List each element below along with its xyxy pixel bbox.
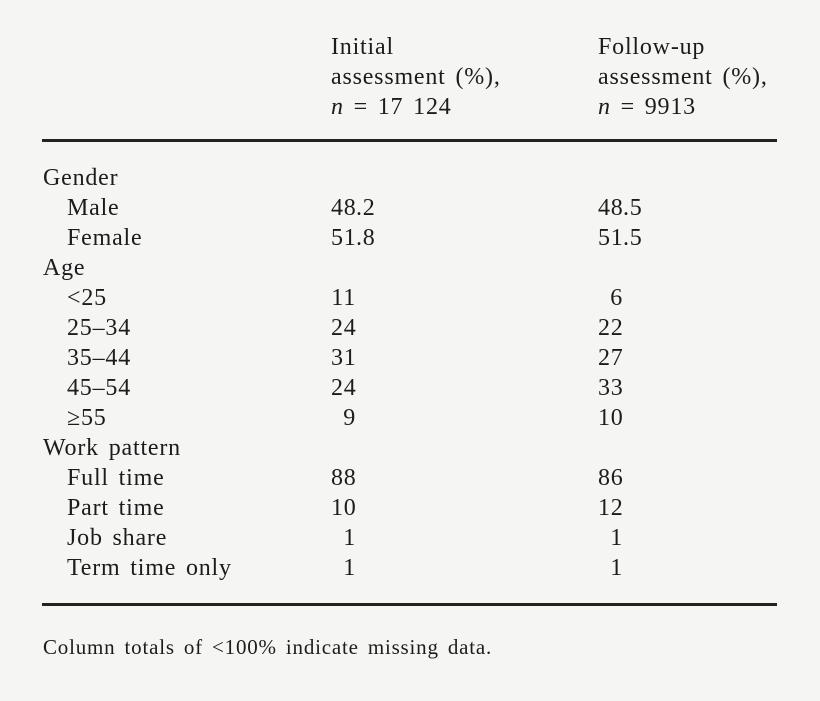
followup-value: 22: [598, 315, 624, 341]
row-label: 25–34: [67, 315, 131, 341]
section-label: Gender: [43, 165, 119, 191]
table-row: <25 11 6: [42, 283, 777, 313]
column-header-line: Follow-up: [598, 34, 706, 60]
table-row-section-work-pattern: Work pattern: [42, 433, 777, 463]
followup-value: 10: [598, 405, 624, 431]
initial-value: 1: [343, 525, 356, 551]
row-label: ≥55: [67, 405, 107, 431]
top-rule: [42, 139, 777, 142]
followup-value: 1: [610, 525, 623, 551]
row-label: Job share: [67, 525, 168, 551]
table-row: Female 51.8 51.5: [42, 223, 777, 253]
initial-value: 9: [343, 405, 356, 431]
followup-value: [598, 253, 777, 283]
followup-value: 6: [610, 285, 623, 311]
initial-value: 51.8: [331, 225, 376, 251]
row-label: <25: [67, 285, 107, 311]
n-symbol: n: [598, 94, 611, 120]
row-label: Full time: [67, 465, 165, 491]
table-row: Male 48.2 48.5: [42, 193, 777, 223]
initial-value: 88: [331, 465, 357, 491]
table-row-section-age: Age: [42, 253, 777, 283]
followup-value: 48.5: [598, 195, 643, 221]
table-row: Job share 1 1: [42, 523, 777, 553]
column-header-line: Initial: [331, 34, 394, 60]
followup-value: 27: [598, 345, 624, 371]
followup-value: 86: [598, 465, 624, 491]
followup-value: 12: [598, 495, 624, 521]
initial-value: 24: [331, 375, 357, 401]
row-label: Term time only: [67, 555, 232, 581]
table-row-section-gender: Gender: [42, 163, 777, 193]
initial-value: 24: [331, 315, 357, 341]
column-header-line: assessment (%),: [598, 64, 768, 90]
initial-value: 1: [343, 555, 356, 581]
column-header-n: n = 9913: [598, 92, 777, 122]
followup-value: 51.5: [598, 225, 643, 251]
column-header-line: assessment (%),: [331, 64, 501, 90]
table-row: 45–54 24 33: [42, 373, 777, 403]
stats-table: Initial assessment (%), n = 17 124 Follo…: [42, 0, 777, 660]
bottom-rule: [42, 603, 777, 606]
n-value: = 9913: [610, 94, 696, 120]
n-symbol: n: [331, 94, 344, 120]
column-header-followup: Follow-up assessment (%), n = 9913: [598, 32, 777, 122]
initial-value: [331, 163, 598, 193]
initial-value: [331, 253, 598, 283]
table-row: Part time 10 12: [42, 493, 777, 523]
row-label: Part time: [67, 495, 165, 521]
initial-value: 10: [331, 495, 357, 521]
followup-value: [598, 163, 777, 193]
header-spacer: [42, 32, 331, 122]
table-header: Initial assessment (%), n = 17 124 Follo…: [42, 32, 777, 122]
table-row: Term time only 1 1: [42, 553, 777, 583]
row-label: 45–54: [67, 375, 131, 401]
followup-value: 1: [610, 555, 623, 581]
followup-value: [598, 433, 777, 463]
section-label: Age: [43, 255, 86, 281]
initial-value: 48.2: [331, 195, 376, 221]
column-header-n: n = 17 124: [331, 92, 598, 122]
table-row: 35–44 31 27: [42, 343, 777, 373]
table-body: Gender Male 48.2 48.5 Female 51.8 51.5 A…: [42, 163, 777, 583]
n-value: = 17 124: [343, 94, 452, 120]
table-row: Full time 88 86: [42, 463, 777, 493]
initial-value: 31: [331, 345, 357, 371]
table-row: 25–34 24 22: [42, 313, 777, 343]
initial-value: 11: [331, 285, 356, 311]
initial-value: [331, 433, 598, 463]
row-label: 35–44: [67, 345, 131, 371]
table-row: ≥55 9 10: [42, 403, 777, 433]
section-label: Work pattern: [43, 435, 181, 461]
followup-value: 33: [598, 375, 624, 401]
row-label: Female: [67, 225, 143, 251]
table-footnote: Column totals of <100% indicate missing …: [43, 635, 493, 659]
column-header-initial: Initial assessment (%), n = 17 124: [331, 32, 598, 122]
row-label: Male: [67, 195, 120, 221]
